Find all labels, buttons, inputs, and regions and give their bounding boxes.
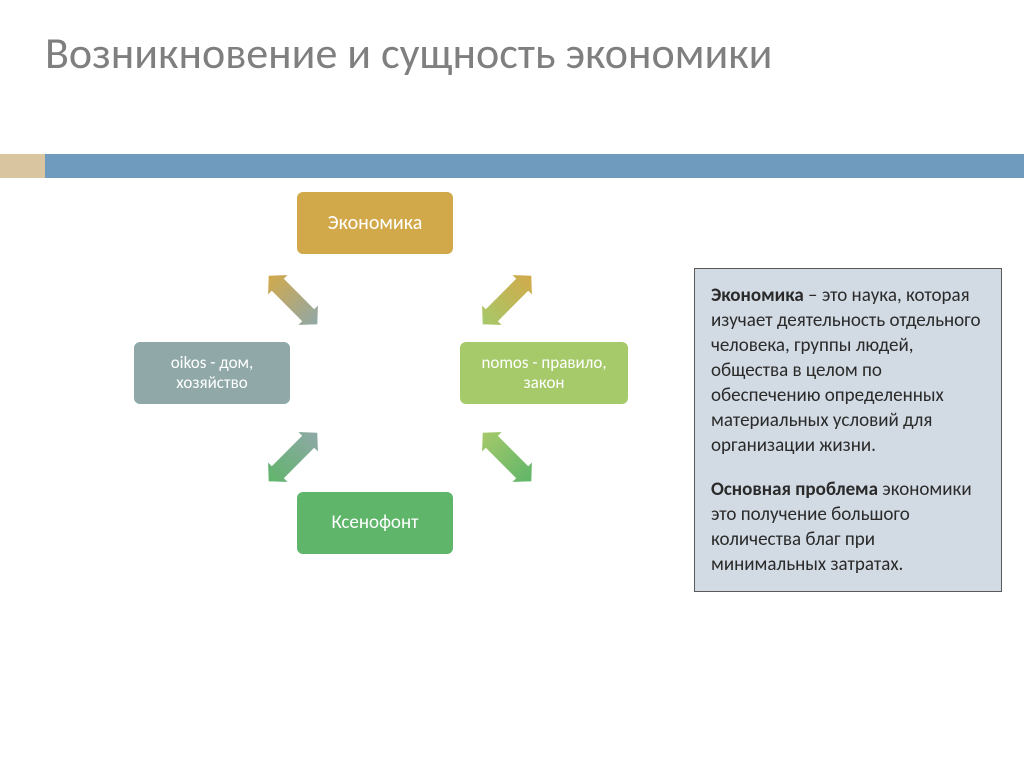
definition-box: Экономика – это наука, которая изучает д… (694, 268, 1002, 592)
cycle-diagram: Экономика oikos - дом, хозяйство nomos - п… (70, 190, 630, 650)
arrow-top-left (244, 251, 343, 350)
node-top: Экономика (295, 190, 455, 256)
definition-para-2: Основная проблема экономики это получени… (711, 477, 985, 577)
definition-para-1: Экономика – это наука, которая изучает д… (711, 283, 985, 459)
node-left: oikos - дом, хозяйство (132, 340, 292, 406)
arrow-right-bottom (458, 408, 557, 507)
node-bottom: Ксенофонт (295, 490, 455, 556)
node-right: nomos - правило, закон (458, 340, 630, 406)
arrow-top-right (458, 251, 557, 350)
divider-accent (0, 154, 45, 178)
divider-main (45, 154, 1024, 178)
slide-title: Возникновение и сущность экономики (45, 28, 772, 79)
